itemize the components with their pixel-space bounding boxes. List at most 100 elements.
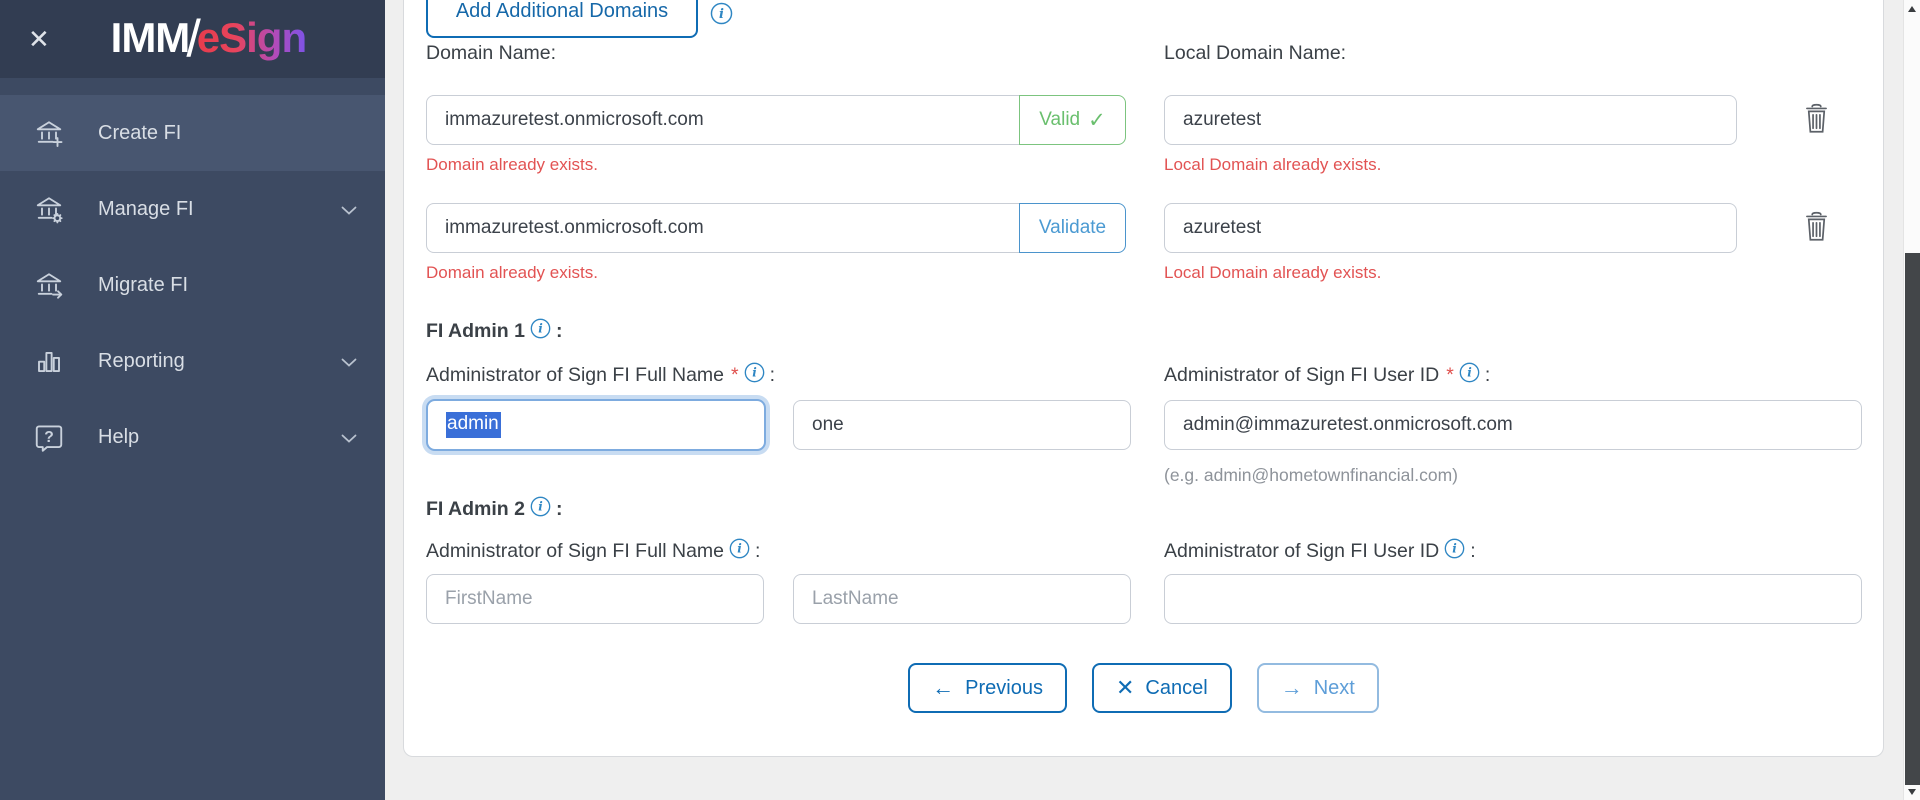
admin1-first-name-input[interactable]: admin (426, 399, 766, 451)
svg-text:i: i (1467, 366, 1472, 380)
logo-esign: eSign (196, 14, 307, 61)
required-asterisk: * (1446, 364, 1454, 386)
bank-gear-icon (33, 194, 75, 224)
previous-button[interactable]: ← Previous (908, 663, 1067, 713)
local-domain-wrap-2 (1164, 203, 1737, 253)
sidebar-item-help[interactable]: ? Help (0, 399, 385, 475)
chevron-down-icon (341, 350, 357, 373)
sidebar-item-manage-fi[interactable]: Manage FI (0, 171, 385, 247)
admin2-userid-wrap (1164, 574, 1862, 624)
colon: : (769, 364, 776, 386)
previous-label: Previous (965, 676, 1043, 699)
delete-domain-icon-1[interactable] (1803, 102, 1830, 139)
admin2-fullname-label: Administrator of Sign FI Full Name i : (426, 538, 760, 565)
cancel-button[interactable]: ✕ Cancel (1091, 663, 1232, 713)
local-domain-input-1[interactable] (1164, 95, 1737, 145)
cancel-label: Cancel (1145, 676, 1208, 699)
help-question-icon: ? (33, 422, 75, 452)
svg-text:i: i (737, 542, 742, 556)
colon: : (555, 320, 563, 342)
bank-arrow-icon (33, 270, 75, 300)
local-domain-error-2: Local Domain already exists. (1164, 263, 1382, 282)
sidebar-item-label: Migrate FI (98, 273, 189, 296)
admin2-first-name-wrap (426, 574, 764, 624)
sidebar-nav: Create FI Manage FI (0, 95, 385, 475)
admin2-last-name-wrap (793, 574, 1131, 624)
bar-chart-icon (33, 346, 75, 376)
add-additional-domains-button[interactable]: Add Additional Domains (426, 0, 698, 38)
svg-text:i: i (538, 322, 543, 336)
chevron-down-icon (341, 426, 357, 449)
right-arrow-icon: → (1280, 675, 1303, 700)
sidebar-item-create-fi[interactable]: Create FI (0, 95, 385, 171)
sidebar-item-label: Manage FI (98, 197, 194, 220)
fi-admin-1-title: FI Admin 1 i : (426, 318, 562, 345)
domain-name-label: Domain Name: (426, 42, 557, 64)
sidebar-item-label: Reporting (98, 349, 185, 372)
admin1-fullname-label: Administrator of Sign FI Full Name * i : (426, 362, 775, 389)
logo-imm: IMM (110, 14, 191, 61)
label-text: Administrator of Sign FI User ID (1164, 364, 1440, 386)
domain-error-2: Domain already exists. (426, 263, 598, 282)
label-text: Administrator of Sign FI Full Name (426, 364, 725, 386)
admin1-last-name-input[interactable] (793, 400, 1131, 450)
svg-text:i: i (1452, 542, 1457, 556)
chevron-down-icon (341, 198, 357, 221)
app-logo: IMM/eSign (50, 9, 367, 69)
admin2-user-id-input[interactable] (1164, 574, 1862, 624)
admin1-last-name-wrap (793, 400, 1131, 450)
vertical-scrollbar[interactable] (1903, 0, 1920, 800)
local-domain-error-1: Local Domain already exists. (1164, 155, 1382, 174)
colon: : (555, 498, 563, 520)
info-icon-admin1-fullname[interactable]: i (744, 362, 765, 389)
sidebar: ✕ IMM/eSign Create FI Manage FI (0, 0, 385, 800)
svg-text:?: ? (44, 429, 54, 446)
fi-admin-2-title: FI Admin 2 i : (426, 496, 562, 523)
info-icon-admin1[interactable]: i (530, 318, 551, 345)
admin2-first-name-input[interactable] (426, 574, 764, 624)
scroll-up-arrow-icon[interactable] (1908, 6, 1916, 12)
admin1-user-id-input[interactable] (1164, 400, 1862, 450)
domain-name-input-2[interactable] (426, 203, 1020, 253)
sidebar-header: ✕ IMM/eSign (0, 0, 385, 78)
form-footer-buttons: ← Previous ✕ Cancel → Next (404, 663, 1883, 713)
svg-text:i: i (752, 366, 757, 380)
sidebar-item-reporting[interactable]: Reporting (0, 323, 385, 399)
check-icon: ✓ (1088, 108, 1106, 132)
delete-domain-icon-2[interactable] (1803, 210, 1830, 247)
label-text: Administrator of Sign FI Full Name (426, 540, 725, 562)
bank-plus-icon (33, 118, 75, 148)
fi-admin-2-text: FI Admin 2 (426, 498, 525, 520)
info-icon-admin2-fullname[interactable]: i (729, 538, 750, 565)
admin1-userid-label: Administrator of Sign FI User ID * i : (1164, 362, 1490, 389)
admin1-userid-hint: (e.g. admin@hometownfinancial.com) (1164, 465, 1459, 485)
admin2-last-name-input[interactable] (793, 574, 1131, 624)
logo-slash: / (186, 10, 200, 68)
info-icon-admin2[interactable]: i (530, 496, 551, 523)
local-domain-input-2[interactable] (1164, 203, 1737, 253)
validate-button-2[interactable]: Validate (1019, 203, 1126, 253)
info-icon-admin2-userid[interactable]: i (1444, 538, 1465, 565)
sidebar-item-label: Create FI (98, 121, 182, 144)
local-domain-wrap-1 (1164, 95, 1737, 145)
svg-text:i: i (538, 500, 543, 514)
svg-text:i: i (719, 7, 724, 22)
scrollbar-thumb[interactable] (1905, 253, 1920, 785)
domain-name-input-1[interactable] (426, 95, 1020, 145)
info-icon-admin1-userid[interactable]: i (1459, 362, 1480, 389)
next-label: Next (1313, 676, 1355, 699)
domain-input-group-1: Valid ✓ (426, 95, 1126, 145)
local-domain-name-label: Local Domain Name: (1164, 42, 1347, 64)
scroll-down-arrow-icon[interactable] (1908, 789, 1916, 795)
admin1-userid-wrap (1164, 400, 1862, 450)
colon: : (755, 540, 761, 562)
close-icon[interactable]: ✕ (28, 24, 50, 54)
sidebar-item-label: Help (98, 425, 140, 448)
domain-input-group-2: Validate (426, 203, 1126, 253)
domain-error-1: Domain already exists. (426, 155, 598, 174)
info-icon-add-domains[interactable]: i (710, 2, 733, 30)
colon: : (1470, 540, 1476, 562)
domain-valid-badge-1: Valid ✓ (1019, 95, 1126, 145)
sidebar-item-migrate-fi[interactable]: Migrate FI (0, 247, 385, 323)
next-button[interactable]: → Next (1256, 663, 1379, 713)
